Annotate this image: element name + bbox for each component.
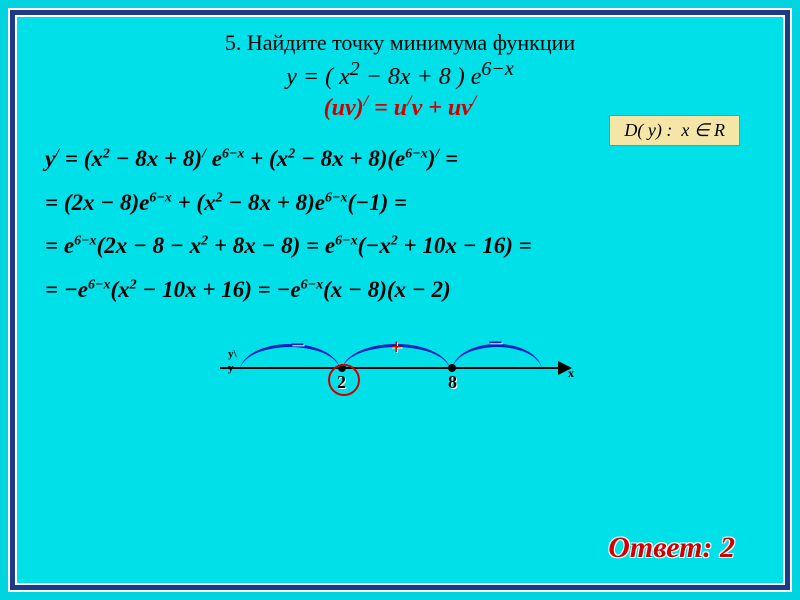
domain-box: D( y) : x ∈ R [609,115,740,146]
point-label-8: 8 [448,372,457,393]
critical-point-8 [448,364,456,372]
eq-poly: x2 − 8x + 8 [333,64,457,90]
eq-exp: e6−x [465,64,514,90]
sign-diagram: y\ y − + − 2 8 x [220,322,580,412]
y-prime-label: y\ [228,348,237,360]
derivation-block: y/ = (x2 − 8x + 8)/ e6−x + (x2 − 8x + 8)… [45,137,755,312]
point-label-2: 2 [337,372,346,393]
sign-neg-2: − [488,328,503,358]
slide-frame: 5. Найдите точку минимума функции y = ( … [10,10,790,590]
domain-text: D( y) : x ∈ R [624,120,725,140]
answer-text: Ответ: 2 [608,531,735,565]
deriv-line-2: = (2x − 8)e6−x + (x2 − 8x + 8)e6−x(−1) = [45,181,755,225]
content-area: 5. Найдите точку минимума функции y = ( … [15,15,785,422]
main-equation: y = ( x2 − 8x + 8 ) e6−x [45,58,755,91]
deriv-line-4: = −e6−x(x2 − 10x + 16) = −e6−x(x − 8)(x … [45,268,755,312]
sign-neg-1: − [290,330,305,360]
problem-title: 5. Найдите точку минимума функции [45,30,755,56]
deriv-line-3: = e6−x(2x − 8 − x2 + 8x − 8) = e6−x(−x2 … [45,224,755,268]
x-axis-label: x [568,366,574,381]
eq-text: y = [286,64,325,90]
sign-pos: + [390,334,403,360]
